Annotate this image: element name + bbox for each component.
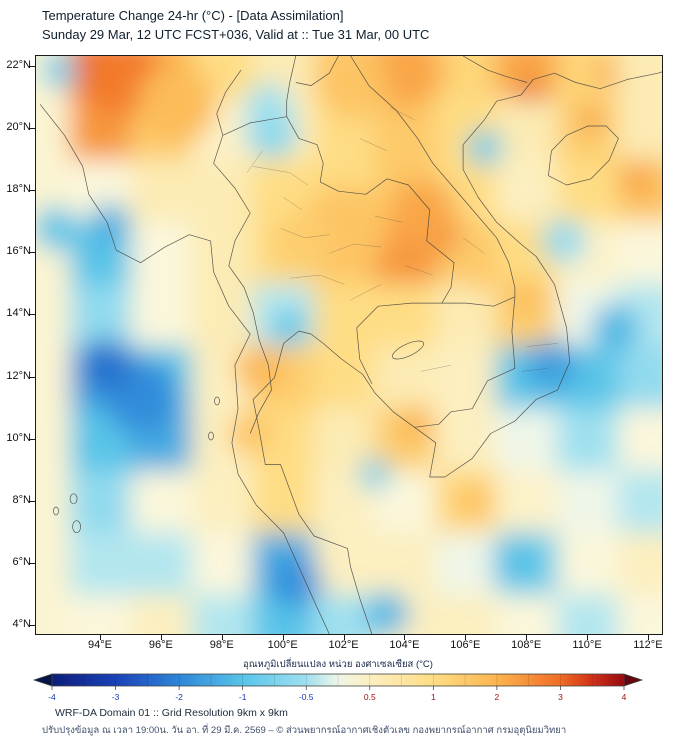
coastline-west [39, 104, 330, 634]
colorbar-tick-label: -2 [175, 692, 183, 702]
page-title: Temperature Change 24-hr (°C) - [Data As… [42, 8, 344, 23]
border-thailand-laos [286, 116, 455, 304]
lon-tick-label: 106°E [450, 639, 481, 651]
border-thailand-cambodia [356, 302, 442, 385]
mergui-island [208, 431, 214, 441]
lon-tick-label: 98°E [209, 639, 234, 651]
temperature-change-map [36, 56, 662, 634]
lat-tick-label: 10°N [6, 431, 31, 444]
border-myanmar-thailand-north [222, 116, 287, 136]
heatmap-field [36, 56, 662, 634]
lon-tick-label: 108°E [511, 639, 542, 651]
lon-tick [587, 634, 589, 640]
lon-tick-label: 94°E [88, 639, 112, 651]
colorbar-tick-label: 2 [495, 692, 500, 702]
border-cambodia-vietnam [414, 296, 516, 428]
border-laos-china [295, 56, 339, 86]
lat-tick [29, 128, 35, 130]
mergui-island [214, 396, 220, 406]
colorbar: -4 -3 -2 -1 -0.5 0.5 1 2 3 4 [32, 673, 644, 702]
footer-domain-info: WRF-DA Domain 01 :: Grid Resolution 9km … [55, 707, 288, 719]
border-laos-vietnam [350, 56, 516, 297]
colorbar-tick-label: -0.5 [299, 692, 314, 702]
lat-tick [29, 66, 35, 67]
border-myanmar-thailand [213, 69, 272, 434]
border-laos-cambodia [441, 296, 516, 307]
colorbar-tick-label: -1 [239, 692, 247, 702]
lat-tick [29, 438, 35, 440]
lon-tick-label: 100°E [267, 639, 298, 651]
lat-tick-label: 12°N [6, 369, 31, 382]
lon-tick-label: 102°E [328, 639, 359, 651]
tonle-sap-lake-outline [392, 340, 424, 360]
country-borders [39, 56, 662, 634]
andaman-island [72, 520, 81, 534]
lat-tick-label: 8°N [12, 493, 31, 506]
lon-tick [465, 634, 467, 640]
lon-tick [526, 634, 528, 640]
colorbar-tick-label: -4 [48, 692, 56, 702]
lon-tick [100, 634, 101, 640]
lon-tick-label: 110°E [572, 639, 602, 651]
colorbar-tick-label: 4 [622, 692, 627, 702]
border-mekong-myanmar-laos [286, 56, 297, 117]
lon-tick [343, 634, 345, 640]
lat-tick-label: 16°N [6, 245, 31, 258]
lon-tick [647, 634, 649, 640]
colorbar-tick-label: 3 [558, 692, 563, 702]
lat-tick [29, 625, 35, 627]
lat-tick [29, 376, 35, 378]
lat-tick [29, 500, 35, 502]
lon-tick-label: 112°E [633, 639, 663, 651]
colorbar-title: อุณหภูมิเปลี่ยนแปลง หน่วย องศาเซลเซียส (… [243, 659, 433, 670]
hainan-island-outline [548, 125, 619, 186]
lat-tick-label: 22°N [6, 59, 31, 71]
lon-tick [221, 634, 223, 640]
footer-update-info: ปรับปรุงข้อมูล ณ เวลา 19:00น. วัน อา. ที… [42, 725, 567, 736]
lon-tick-label: 104°E [389, 639, 420, 651]
lat-tick [29, 314, 35, 316]
province-boundaries [246, 107, 558, 372]
lon-tick [404, 634, 406, 640]
lat-tick-label: 14°N [6, 307, 31, 320]
lon-tick [282, 634, 284, 640]
lon-tick [160, 634, 162, 640]
coastline-east [252, 71, 662, 634]
colorbar-tick-label: -3 [112, 692, 120, 702]
andaman-island [69, 493, 78, 505]
map-frame [35, 55, 663, 635]
border-vietnam-china [462, 56, 528, 83]
lon-tick-label: 96°E [148, 639, 173, 651]
colorbar-tick-label: 0.5 [364, 692, 376, 702]
colorbar-tick-label: 1 [431, 692, 436, 702]
page-subtitle: Sunday 29 Mar, 12 UTC FCST+036, Valid at… [42, 27, 430, 42]
lat-tick-label: 18°N [6, 183, 31, 196]
lat-tick-label: 20°N [6, 121, 31, 134]
lat-tick-label: 4°N [12, 618, 31, 631]
lat-tick [29, 252, 35, 254]
lat-tick [29, 562, 35, 564]
andaman-island [53, 506, 59, 516]
lat-tick-label: 6°N [12, 555, 31, 568]
lat-tick [29, 190, 35, 192]
